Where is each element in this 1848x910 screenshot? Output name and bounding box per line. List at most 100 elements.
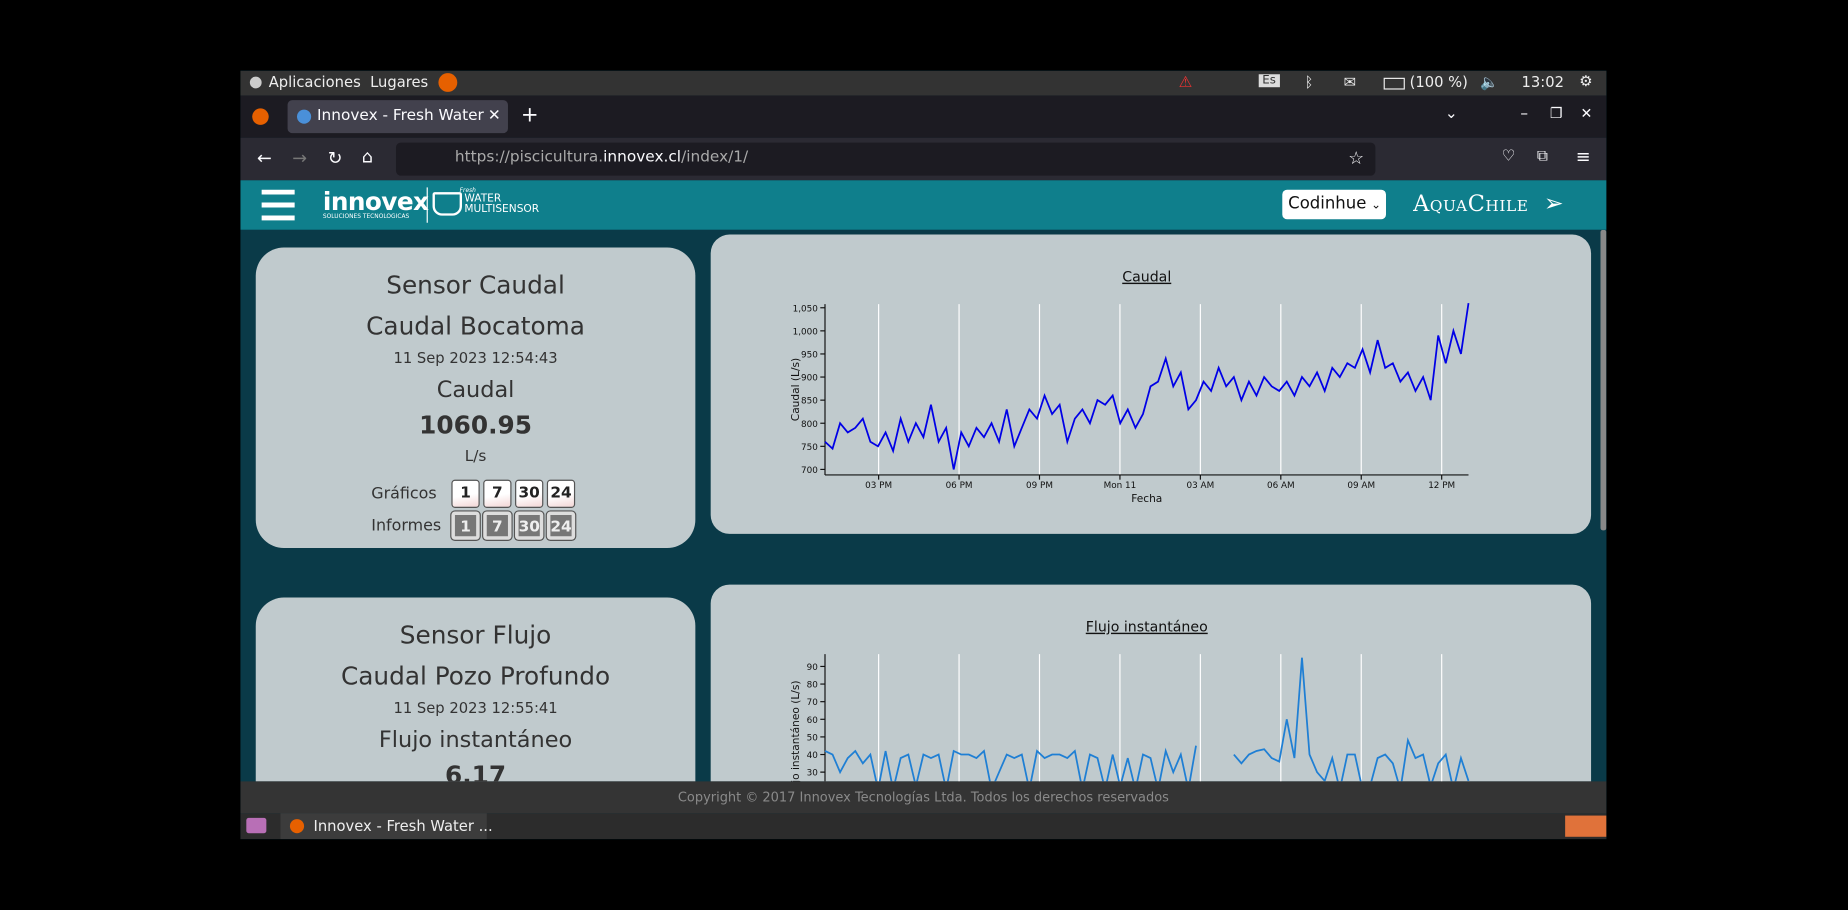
brand: innovex	[322, 187, 429, 216]
x-tick-label: Mon 11	[1104, 481, 1137, 491]
x-axis-label: Fecha	[1131, 493, 1162, 505]
report-link[interactable]: 1	[451, 511, 480, 540]
chart-title: Caudal	[1122, 270, 1171, 286]
tab-list[interactable]: ⌄	[1444, 104, 1458, 123]
active-tab[interactable]: Innovex - Fresh Water Mu ✕	[287, 100, 508, 134]
tab-favicon	[296, 109, 312, 124]
report-link[interactable]: 7	[483, 511, 512, 540]
close-window[interactable]: ✕	[1580, 104, 1593, 122]
sensor-card: Sensor Caudal Caudal Bocatoma 11 Sep 202…	[255, 247, 696, 549]
taskbar-window[interactable]: Innovex - Fresh Water ...	[280, 813, 493, 840]
x-tick-label: 12 PM	[1428, 481, 1455, 491]
product-word: MULTISENSOR	[464, 203, 540, 216]
x-tick-label: 06 AM	[1267, 481, 1295, 491]
chart-title: Flujo instantáneo	[1086, 620, 1208, 636]
sensor-name: Caudal Bocatoma	[366, 312, 585, 341]
menu-item[interactable]: Lugares	[370, 73, 429, 91]
product-small: Fresh	[459, 187, 476, 195]
chart-card: Flujo instantáneo Flujo instantáneo (L/s)…	[710, 584, 1592, 782]
url-part: /index/1/	[681, 148, 749, 167]
report-links: Informes 1 7 30 24	[371, 511, 578, 540]
address-bar[interactable]: https://piscicultura.innovex.cl/index/1/…	[395, 142, 1376, 176]
select-arrow: ⌄	[1371, 199, 1381, 213]
home[interactable]: ⌂	[361, 146, 374, 168]
y-tick-label: 850	[801, 397, 818, 407]
y-tick-label: 700	[801, 466, 818, 476]
firefox-icon[interactable]	[438, 73, 458, 92]
sensor-title: Sensor Caudal	[386, 271, 565, 300]
y-tick-label: 1,000	[793, 327, 819, 337]
data-line	[824, 302, 1470, 470]
show-desktop[interactable]	[246, 817, 267, 834]
timestamp: 11 Sep 2023 12:54:43	[393, 348, 558, 367]
variable: Caudal	[436, 377, 515, 404]
sensor-card: Sensor Flujo Caudal Pozo Profundo 11 Sep…	[255, 597, 696, 782]
bluetooth-icon[interactable]: ᛒ	[1304, 73, 1314, 91]
y-tick-label: 80	[807, 681, 819, 691]
site-select-value: Codinhue	[1288, 194, 1367, 214]
site-select[interactable]: Codinhue ⌄	[1282, 189, 1386, 220]
screen: Aplicaciones Lugares ⚠ Es ᛒ ✉ (100 %) 🔈 …	[240, 70, 1607, 840]
tab-bar: Innovex - Fresh Water Mu ✕ + ⌄ – ❐ ✕	[240, 95, 1607, 138]
y-axis-label: Caudal (L/s)	[790, 358, 802, 421]
menu-item[interactable]: Aplicaciones	[268, 73, 361, 91]
report-link[interactable]: 24	[546, 511, 576, 540]
graph-link[interactable]: 1	[451, 479, 480, 508]
y-tick-label: 50	[807, 733, 819, 743]
y-tick-label: 950	[801, 350, 818, 360]
url: https://piscicultura.innovex.cl/index/1/	[455, 148, 748, 166]
power-icon[interactable]: ⚙	[1579, 71, 1593, 90]
sensor-name: Caudal Pozo Profundo	[340, 662, 611, 691]
scrollbar[interactable]	[1600, 229, 1607, 531]
graphs-label: Gráficos	[371, 484, 437, 504]
y-tick-label: 1,050	[793, 304, 819, 314]
new-tab[interactable]: +	[520, 102, 539, 128]
mail-icon[interactable]: ✉	[1343, 73, 1356, 91]
report-link[interactable]: 30	[515, 511, 544, 540]
value: 6.17	[445, 761, 507, 782]
hamburger-menu[interactable]	[261, 189, 295, 221]
app-header: innovex SOLUCIONES TECNOLOGICAS Fresh WA…	[240, 180, 1607, 230]
y-tick-label: 900	[801, 374, 818, 384]
y-axis-label: Flujo instantáneo (L/s)	[790, 681, 802, 782]
url-part: https://piscicultura.	[454, 148, 604, 167]
navigation-bar: ← → ↻ ⌂ https://piscicultura.innovex.cl/…	[240, 137, 1607, 181]
workspace-switcher[interactable]	[1565, 815, 1607, 837]
battery-icon[interactable]	[1383, 77, 1405, 90]
chart: Caudal Caudal (L/s) Fecha 03 PM 06 PM 09 PM Mo…	[790, 270, 1470, 505]
tab-close[interactable]: ✕	[487, 107, 501, 125]
unit: L/s	[464, 447, 487, 466]
forward[interactable]: →	[292, 147, 308, 169]
language[interactable]: Es	[1258, 74, 1280, 88]
apps-icon	[249, 76, 262, 89]
graph-links: Gráficos 1 7 30 24	[371, 479, 578, 508]
divider	[426, 187, 428, 223]
footer: Copyright © 2017 Innovex Tecnologías Ltd…	[240, 781, 1607, 814]
x-tick-label: 09 PM	[1026, 481, 1053, 491]
back[interactable]: ←	[256, 147, 272, 169]
pocket[interactable]: ♡	[1501, 147, 1516, 165]
reload[interactable]: ↻	[327, 147, 343, 169]
product-icon	[432, 192, 462, 216]
graph-link[interactable]: 7	[483, 479, 512, 508]
x-tick-label: 03 PM	[865, 481, 892, 491]
app-menu[interactable]: ≡	[1575, 146, 1591, 168]
clock[interactable]: 13:02	[1521, 73, 1565, 91]
extensions[interactable]: ⧉	[1536, 147, 1548, 165]
product-word: WATER	[464, 193, 502, 206]
firefox-view[interactable]	[252, 108, 269, 125]
taskbar: Innovex - Fresh Water ...	[240, 813, 1607, 840]
minimize[interactable]: –	[1520, 104, 1529, 123]
bookmark-star[interactable]: ☆	[1348, 147, 1365, 169]
battery-level[interactable]: (100 %)	[1409, 73, 1468, 91]
brand-tagline: SOLUCIONES TECNOLOGICAS	[322, 213, 410, 221]
graph-link[interactable]: 24	[546, 479, 576, 508]
graph-link[interactable]: 30	[515, 479, 544, 508]
sensor-title: Sensor Flujo	[399, 621, 552, 650]
restore[interactable]: ❐	[1549, 104, 1563, 122]
volume-icon[interactable]: 🔈	[1480, 73, 1499, 91]
data-line	[824, 657, 1470, 782]
x-tick-label: 09 AM	[1347, 481, 1375, 491]
warning-icon[interactable]: ⚠	[1178, 74, 1193, 92]
